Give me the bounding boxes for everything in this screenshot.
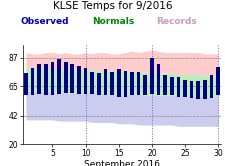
Bar bbox=[90, 72, 94, 94]
Bar bbox=[31, 68, 34, 95]
Bar bbox=[24, 73, 28, 95]
Bar bbox=[130, 72, 133, 95]
Bar bbox=[37, 64, 41, 94]
Bar bbox=[169, 77, 173, 95]
Bar bbox=[70, 64, 74, 93]
Bar bbox=[163, 75, 166, 95]
Bar bbox=[156, 64, 160, 95]
Bar bbox=[182, 80, 186, 97]
Bar bbox=[189, 81, 193, 98]
Bar bbox=[149, 58, 153, 94]
Bar bbox=[215, 67, 219, 95]
Bar bbox=[176, 77, 179, 97]
Bar bbox=[110, 72, 113, 95]
Text: KLSE Temps for 9/2016: KLSE Temps for 9/2016 bbox=[53, 1, 172, 11]
X-axis label: September 2016: September 2016 bbox=[84, 160, 159, 166]
Bar bbox=[209, 75, 212, 98]
Bar bbox=[196, 81, 199, 99]
Bar bbox=[143, 75, 146, 95]
Bar bbox=[97, 73, 100, 95]
Text: Observed: Observed bbox=[21, 17, 69, 26]
Text: Records: Records bbox=[155, 17, 196, 26]
Bar bbox=[77, 66, 80, 94]
Bar bbox=[44, 64, 47, 95]
Bar bbox=[64, 62, 67, 93]
Text: Normals: Normals bbox=[92, 17, 133, 26]
Bar bbox=[123, 71, 127, 97]
Bar bbox=[103, 69, 107, 95]
Bar bbox=[57, 59, 61, 94]
Bar bbox=[202, 80, 206, 99]
Bar bbox=[83, 68, 87, 94]
Bar bbox=[50, 62, 54, 95]
Bar bbox=[136, 72, 140, 95]
Bar bbox=[116, 69, 120, 97]
